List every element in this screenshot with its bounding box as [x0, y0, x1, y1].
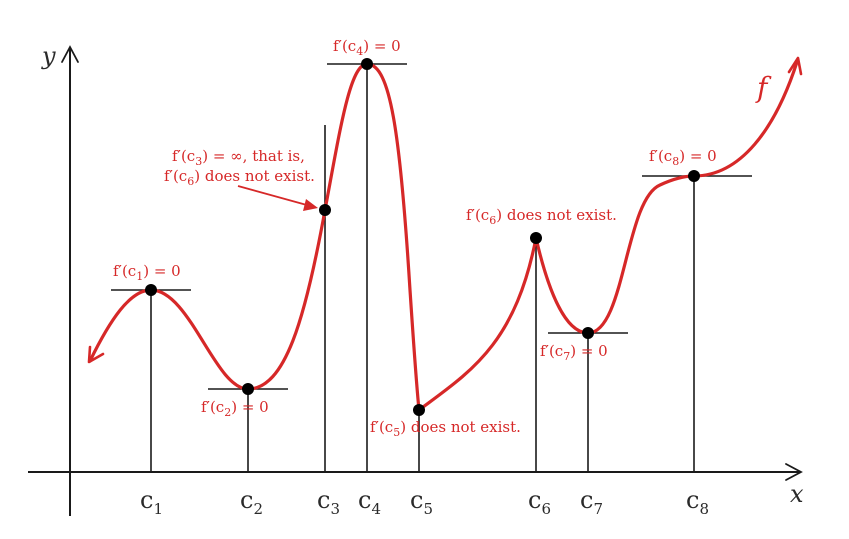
- point-c4: [361, 58, 373, 70]
- annotation-c3-line1: f′(c3) = ∞, that is,: [172, 147, 305, 168]
- tick-labels: c1 c2 c3 c4 c5 c6 c7 c8: [140, 486, 709, 518]
- annotation-c5: f′(c5) does not exist.: [370, 418, 521, 439]
- y-axis-label: y: [41, 42, 56, 70]
- tick-label-c6: c6: [528, 486, 551, 518]
- annotation-c6: f′(c6) does not exist.: [466, 206, 617, 227]
- point-c1: [145, 284, 157, 296]
- point-c3: [319, 204, 331, 216]
- tick-label-c4: c4: [358, 486, 381, 518]
- c3-pointer: [237, 185, 318, 211]
- point-c7: [582, 327, 594, 339]
- critical-points: [145, 58, 700, 416]
- curve-right-arrow: [787, 56, 803, 76]
- annotation-c3-line2: f′(c6) does not exist.: [164, 167, 315, 188]
- point-c6: [530, 232, 542, 244]
- point-c2: [242, 383, 254, 395]
- tick-label-c1: c1: [140, 486, 163, 518]
- tangent-lines: [111, 63, 752, 390]
- tick-label-c8: c8: [686, 486, 709, 518]
- curve-left-arrow: [87, 345, 105, 364]
- axes: x y: [28, 42, 804, 516]
- point-c5: [413, 404, 425, 416]
- x-axis-label: x: [790, 480, 804, 508]
- tick-label-c3: c3: [317, 486, 340, 518]
- annotation-c8: f′(c8) = 0: [649, 147, 717, 168]
- function-label: f: [755, 71, 772, 104]
- annotation-c2: f′(c2) = 0: [201, 398, 269, 419]
- annotation-c1: f′(c1) = 0: [113, 262, 181, 283]
- y-axis-arrow: [61, 45, 79, 63]
- curve-segment-middle: [417, 60, 799, 412]
- vertical-lines: [150, 64, 695, 472]
- c3-pointer-line: [237, 185, 315, 208]
- annotations: f′(c1) = 0 f′(c2) = 0 f′(c3) = ∞, that i…: [113, 37, 717, 439]
- point-c8: [688, 170, 700, 182]
- tick-label-c2: c2: [240, 486, 263, 518]
- x-axis-arrow: [785, 463, 803, 481]
- tick-label-c7: c7: [580, 486, 603, 518]
- c3-pointer-head: [303, 199, 318, 211]
- annotation-c4: f′(c4) = 0: [333, 37, 401, 58]
- tick-label-c5: c5: [410, 486, 433, 518]
- annotation-c7: f′(c7) = 0: [540, 342, 608, 363]
- curve-segment-left: [88, 62, 421, 412]
